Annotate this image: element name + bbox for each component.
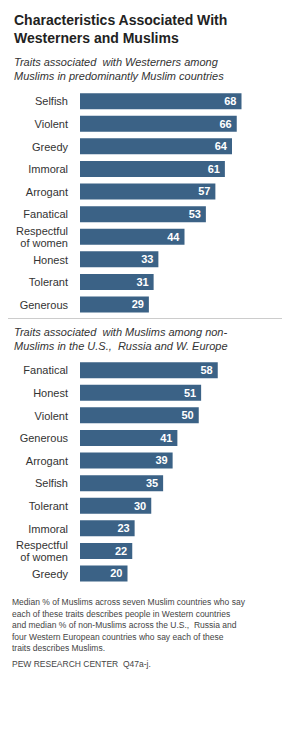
svg-text:31: 31	[136, 275, 148, 287]
svg-text:Generous: Generous	[20, 432, 69, 444]
svg-text:30: 30	[134, 500, 146, 512]
svg-text:Honest: Honest	[33, 253, 68, 265]
svg-text:Tolerant: Tolerant	[29, 276, 68, 288]
svg-text:35: 35	[146, 477, 158, 489]
svg-text:44: 44	[167, 230, 180, 242]
svg-text:Immoral: Immoral	[28, 163, 68, 175]
svg-text:53: 53	[189, 208, 201, 220]
svg-text:Selfish: Selfish	[35, 477, 68, 489]
svg-text:Fanatical: Fanatical	[23, 208, 68, 220]
svg-text:33: 33	[141, 253, 153, 265]
html-text:Traits associated with Muslims: Traits associated with Muslims among non…	[14, 325, 228, 352]
svg-text:58: 58	[201, 364, 213, 376]
svg-text:Honest: Honest	[33, 387, 68, 399]
svg-text:23: 23	[117, 522, 129, 534]
svg-text:Selfish: Selfish	[35, 95, 68, 107]
svg-text:64: 64	[215, 140, 228, 152]
html-text:Median % of Muslims across sev: Median % of Muslims across seven Muslim …	[12, 597, 245, 654]
svg-text:Arrogant: Arrogant	[26, 185, 68, 197]
svg-text:20: 20	[110, 568, 122, 580]
html-text:PEW RESEARCH CENTER Q47a-j.: PEW RESEARCH CENTER Q47a-j.	[12, 658, 151, 669]
html-text:Traits associated with Western: Traits associated with Westerners among …	[14, 56, 224, 83]
svg-text:22: 22	[115, 545, 127, 557]
svg-text:Immoral: Immoral	[28, 523, 68, 535]
svg-text:Generous: Generous	[20, 298, 69, 310]
svg-text:Violent: Violent	[35, 117, 68, 129]
svg-text:57: 57	[198, 185, 210, 197]
svg-text:29: 29	[132, 298, 144, 310]
svg-text:Arrogant: Arrogant	[26, 455, 68, 467]
svg-text:50: 50	[182, 409, 194, 421]
svg-text:39: 39	[155, 455, 167, 467]
svg-text:41: 41	[160, 432, 172, 444]
svg-text:Greedy: Greedy	[32, 140, 69, 152]
svg-text:Respectfulof women: Respectfulof women	[16, 539, 68, 563]
svg-text:66: 66	[220, 117, 232, 129]
svg-text:Greedy: Greedy	[32, 568, 69, 580]
html-text:Characteristics Associated Wit: Characteristics Associated With Westerne…	[14, 12, 228, 46]
svg-text:Respectfulof women: Respectfulof women	[16, 224, 68, 248]
svg-text:68: 68	[224, 95, 236, 107]
svg-text:Tolerant: Tolerant	[29, 500, 68, 512]
svg-text:61: 61	[208, 162, 220, 174]
svg-text:Violent: Violent	[35, 410, 68, 422]
svg-text:51: 51	[184, 387, 196, 399]
svg-text:Fanatical: Fanatical	[23, 364, 68, 376]
